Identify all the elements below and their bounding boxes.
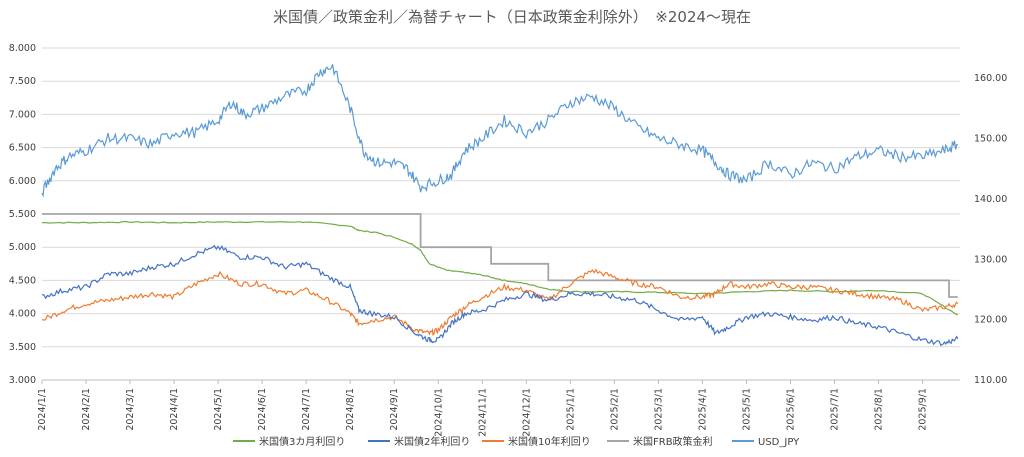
x-tick-label: 2024/1/1 xyxy=(37,388,48,431)
legend-label: 米国債3カ月利回り xyxy=(259,435,345,448)
series-line xyxy=(41,268,959,337)
y-right-tick-label: 120.00 xyxy=(974,315,1007,326)
series-line xyxy=(42,244,959,347)
y-axis-left: 3.000 3.500 4.000 4.500 5.000 5.500 6.000 6.500… xyxy=(9,43,36,386)
y-axis-right: 110.00 120.00 130.00 140.00 150.00 160.00 xyxy=(974,73,1007,386)
y-left-tick-label: 5.000 xyxy=(9,242,36,253)
y-left-tick-label: 8.000 xyxy=(9,43,36,54)
y-right-tick-label: 110.00 xyxy=(974,375,1007,386)
y-left-tick-label: 7.500 xyxy=(9,76,36,87)
legend-label: 米国FRB政策金利 xyxy=(633,435,713,448)
legend-label: 米国債10年利回り xyxy=(508,435,591,448)
x-tick-label: 2025/4/1 xyxy=(697,388,708,431)
x-tick-label: 2025/2/1 xyxy=(609,388,620,431)
x-tick-label: 2024/6/1 xyxy=(257,388,268,431)
x-tick-label: 2025/1/1 xyxy=(565,388,576,431)
x-tick-label: 2024/12/1 xyxy=(521,388,532,437)
y-right-tick-label: 160.00 xyxy=(974,73,1007,84)
x-tick-label: 2025/8/1 xyxy=(874,388,885,431)
x-tick-label: 2024/8/1 xyxy=(345,388,356,431)
legend: 米国債3カ月利回り 米国債2年利回り 米国債10年利回り 米国FRB政策金利 USD_J… xyxy=(233,435,800,448)
x-tick-label: 2025/9/1 xyxy=(918,388,929,431)
y-left-tick-label: 5.500 xyxy=(9,209,36,220)
x-tick-label: 2024/5/1 xyxy=(213,388,224,431)
y-left-tick-label: 6.500 xyxy=(9,143,36,154)
chart-title: 米国債／政策金利／為替チャート（日本政策金利除外） ※2024～現在 xyxy=(273,8,751,26)
y-left-tick-label: 7.000 xyxy=(9,109,36,120)
x-tick-label: 2024/9/1 xyxy=(389,388,400,431)
x-tick-label: 2025/3/1 xyxy=(653,388,664,431)
y-left-tick-label: 3.500 xyxy=(9,342,36,353)
series-lines xyxy=(41,64,959,347)
legend-label: 米国債2年利回り xyxy=(394,435,470,448)
x-tick-label: 2025/5/1 xyxy=(741,388,752,431)
y-left-tick-label: 4.500 xyxy=(9,275,36,286)
y-left-tick-label: 3.000 xyxy=(9,375,36,386)
x-tick-label: 2025/7/1 xyxy=(830,388,841,431)
series-line xyxy=(42,213,958,298)
y-left-tick-label: 4.000 xyxy=(9,309,36,320)
x-tick-label: 2024/10/1 xyxy=(433,388,444,437)
legend-label: USD_JPY xyxy=(758,437,800,448)
x-tick-label: 2024/3/1 xyxy=(125,388,136,431)
x-axis: 2024/1/1 2024/2/1 2024/3/1 2024/4/1 2024/5/1… xyxy=(37,379,960,437)
y-right-tick-label: 140.00 xyxy=(974,194,1007,205)
y-right-tick-label: 130.00 xyxy=(974,254,1007,265)
x-tick-label: 2024/7/1 xyxy=(301,388,312,431)
x-tick-label: 2024/2/1 xyxy=(81,388,92,431)
x-tick-label: 2024/4/1 xyxy=(169,388,180,431)
x-tick-label: 2025/6/1 xyxy=(785,388,796,431)
y-left-tick-label: 6.000 xyxy=(9,176,36,187)
y-right-tick-label: 150.00 xyxy=(974,134,1007,145)
series-line xyxy=(42,220,959,316)
x-tick-label: 2024/11/1 xyxy=(477,388,488,437)
series-line xyxy=(41,64,958,198)
